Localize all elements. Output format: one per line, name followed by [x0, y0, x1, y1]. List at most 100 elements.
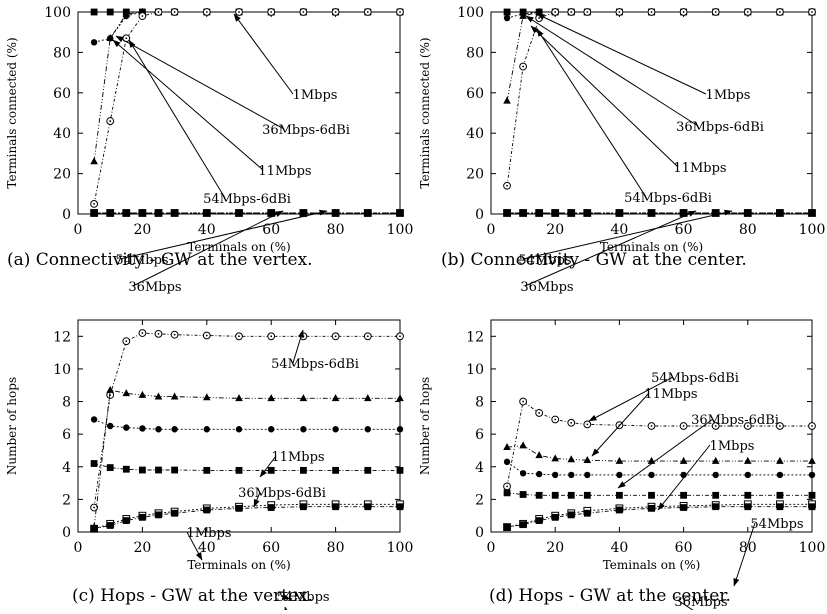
data-point: [235, 332, 243, 341]
data-point: [535, 451, 543, 459]
data-point: [551, 209, 559, 217]
data-point: [107, 422, 114, 430]
annotation-arrow: [119, 209, 328, 260]
annotation-arrow: [524, 210, 697, 287]
x-tick-label: 0: [487, 222, 496, 238]
data-point: [122, 389, 131, 397]
data-point: [808, 209, 816, 217]
y-tick-label: 0: [62, 525, 71, 541]
data-point: [519, 209, 527, 217]
data-point: [535, 470, 543, 478]
data-point: [364, 426, 371, 433]
data-point: [155, 426, 162, 433]
annotation-arrow: [233, 13, 294, 95]
data-point: [155, 466, 162, 474]
data-point: [300, 503, 307, 511]
data-point: [396, 466, 404, 474]
data-point: [170, 330, 179, 339]
series-line: [506, 11, 812, 186]
data-point: [679, 8, 688, 16]
data-point: [122, 517, 130, 524]
data-point: [503, 523, 511, 531]
data-point: [503, 458, 511, 466]
y-axis-label: Terminals connected (%): [5, 37, 19, 188]
x-axis-label: Terminals on (%): [600, 240, 703, 254]
series-annotation-label: 11Mbps: [644, 387, 697, 402]
data-point: [396, 394, 404, 402]
series-annotation-label: 36Mbps-6dBi: [691, 413, 779, 428]
data-point: [519, 521, 527, 529]
data-point: [583, 8, 592, 16]
series-annotation-label: 11Mbps: [271, 450, 324, 465]
data-point: [535, 209, 543, 217]
data-point: [154, 392, 163, 400]
annotation-arrow: [132, 210, 284, 287]
data-point: [648, 209, 655, 217]
data-point: [808, 422, 816, 430]
annotation-arrow: [128, 39, 226, 199]
data-point: [90, 8, 98, 16]
data-point: [90, 525, 98, 533]
y-tick-label: 10: [466, 362, 484, 378]
series-annotation-label: 36Mbps-6dBi: [238, 486, 326, 501]
data-point: [171, 426, 178, 433]
data-point: [503, 8, 511, 16]
data-point: [202, 331, 211, 340]
data-point: [712, 503, 720, 511]
data-point: [299, 8, 308, 16]
data-point: [123, 424, 130, 431]
annotation-arrow: [588, 376, 674, 422]
series-annotation-label: 36Mbps-6dBi: [262, 123, 350, 138]
data-point: [503, 209, 511, 217]
data-point: [551, 454, 559, 462]
data-point: [503, 96, 511, 104]
y-tick-label: 40: [466, 126, 484, 142]
data-point: [776, 422, 784, 430]
x-tick-label: 100: [387, 540, 414, 556]
annotation-arrow: [522, 209, 733, 260]
data-point: [396, 332, 404, 341]
data-point: [138, 390, 147, 398]
data-point: [235, 394, 243, 402]
series-annotation-label: 54Mbps-6dBi: [271, 357, 359, 372]
data-point: [712, 209, 720, 217]
data-point: [364, 466, 372, 474]
data-point: [503, 181, 511, 190]
data-point: [743, 422, 752, 430]
data-point: [90, 416, 98, 423]
series-annotation-label: 36Mbps: [128, 280, 181, 295]
series-line: [93, 11, 400, 162]
figure-caption: (b) Connectivity - GW at the center.: [441, 250, 747, 270]
data-point: [808, 471, 816, 479]
y-tick-label: 0: [475, 525, 484, 541]
series-annotation-label: 54Mbps-6dBi: [651, 371, 739, 386]
series-36mbps-6dbi: [90, 8, 404, 46]
data-point: [203, 393, 211, 401]
data-point: [106, 385, 114, 393]
data-point: [584, 471, 591, 479]
chart-panel-3: 0 20 40 60 80 100 0 2 4 6 8 10 12 Teminals on (%) Numb…: [418, 319, 825, 614]
annotation-arrow: [186, 531, 203, 561]
data-point: [616, 491, 623, 499]
y-tick-label: 20: [53, 167, 71, 183]
series-36mbps-6dbi: [503, 458, 816, 479]
data-point: [267, 8, 276, 16]
data-point: [648, 504, 655, 512]
series-54mbps: [90, 500, 404, 533]
data-point: [679, 422, 688, 430]
series-line: [93, 11, 400, 204]
series-36mbps: [503, 209, 816, 217]
series-annotation-label: 1Mbps: [706, 88, 751, 103]
y-tick-label: 0: [62, 207, 71, 223]
data-point: [680, 209, 687, 217]
data-point: [332, 426, 339, 433]
data-point: [711, 8, 720, 16]
data-point: [808, 456, 816, 464]
data-point: [808, 503, 816, 511]
data-point: [363, 332, 372, 341]
y-axis-label: Terminals connected (%): [418, 37, 432, 188]
data-point: [616, 209, 623, 217]
y-tick-label: 80: [466, 45, 484, 61]
y-tick-label: 6: [62, 427, 71, 443]
